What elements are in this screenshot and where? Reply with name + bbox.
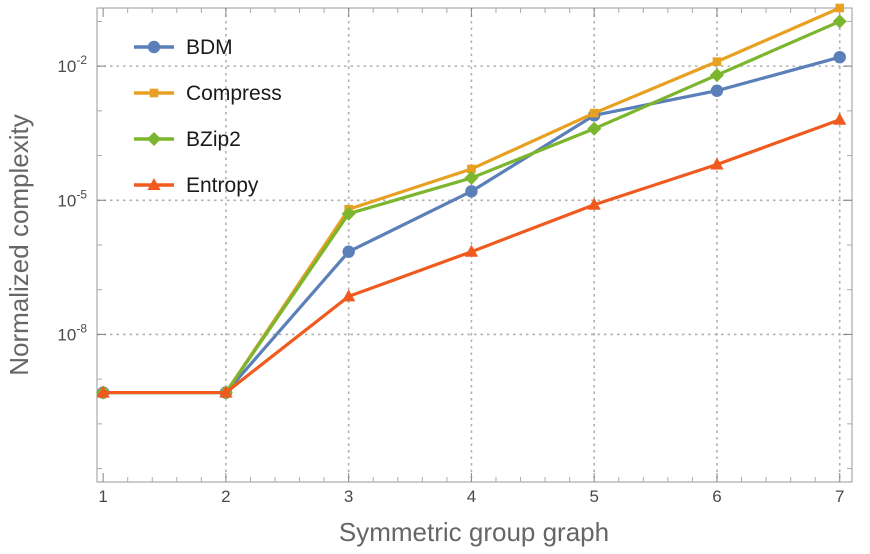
x-tick-label: 7 (835, 487, 844, 506)
y-tick-label: 10-2 (57, 53, 87, 76)
data-point-bzip2 (832, 14, 847, 29)
legend-label-bdm: BDM (186, 36, 233, 59)
data-point-bzip2 (709, 68, 724, 83)
data-point-compress (589, 108, 599, 118)
data-point-bdm (710, 84, 724, 97)
y-axis-label: Normalized complexity (4, 114, 34, 376)
x-tick-label: 2 (221, 487, 230, 506)
data-point-bzip2 (587, 121, 602, 136)
x-axis-label: Symmetric group graph (339, 517, 609, 547)
data-point-compress (467, 164, 476, 174)
series-line-bzip2 (103, 19, 841, 395)
legend-marker-compress (149, 88, 159, 98)
legend-label-bzip2: BZip2 (186, 128, 241, 151)
legend-marker-bdm (147, 40, 161, 54)
y-tick-label: 10-5 (57, 187, 87, 210)
data-point-bzip2 (464, 170, 479, 185)
data-point-entropy (464, 244, 479, 257)
data-point-compress (712, 57, 722, 66)
x-tick-label: 6 (712, 487, 721, 506)
legend-label-compress: Compress (186, 82, 282, 105)
data-point-entropy (710, 157, 724, 170)
x-tick-label: 3 (344, 487, 353, 506)
data-point-entropy (342, 289, 356, 302)
legend-marker-entropy (147, 178, 161, 190)
grid-lines (97, 8, 852, 482)
plot-frame (96, 7, 853, 483)
legend-label-entropy: Entropy (186, 174, 259, 197)
x-tick-label: 5 (589, 487, 598, 506)
data-point-compress (835, 3, 845, 13)
data-point-bdm (833, 50, 846, 64)
data-point-entropy (833, 112, 847, 125)
data-point-entropy (587, 197, 601, 210)
series (96, 3, 847, 400)
x-tick-label: 1 (98, 487, 107, 506)
data-point-entropy (96, 385, 110, 398)
data-point-bdm (465, 185, 478, 198)
y-tick-label: 10-8 (57, 321, 87, 344)
data-point-entropy (219, 385, 233, 398)
legend-marker-bzip2 (147, 132, 161, 146)
data-point-bzip2 (341, 206, 356, 221)
data-point-bdm (342, 245, 355, 258)
x-tick-label: 4 (467, 487, 476, 506)
axis-ticks: 1 2 3 4 5 6 7 10-8 10-5 10-2 (57, 8, 852, 506)
legend: BDM Compress BZip2 Entropy (134, 36, 282, 197)
